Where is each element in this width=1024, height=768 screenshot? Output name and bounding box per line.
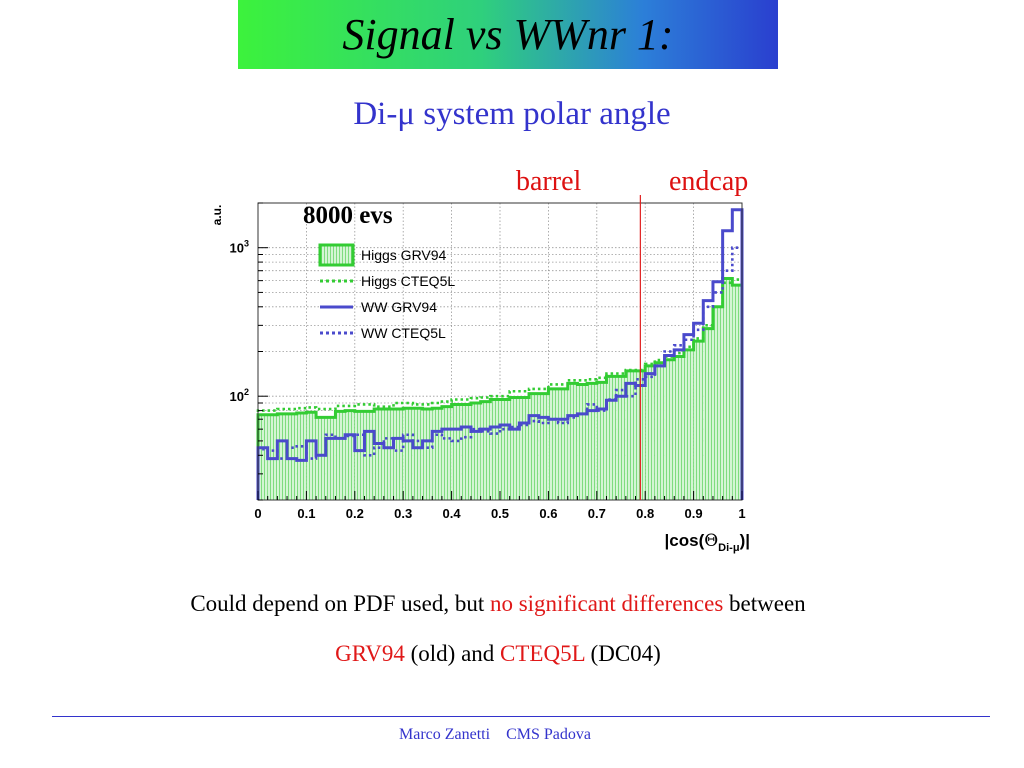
series-higgs-grv94-bin [325, 417, 336, 500]
caption-highlight: no significant differences [489, 591, 724, 616]
series-higgs-grv94-bin [645, 365, 655, 500]
series-higgs-grv94-bin [335, 411, 346, 500]
series-higgs-grv94-bin [548, 388, 559, 500]
series-higgs-grv94-bin [558, 388, 568, 500]
series-higgs-grv94-bin [451, 404, 462, 500]
series-higgs-grv94-bin [606, 376, 617, 500]
legend-ww-grv94-label: WW GRV94 [361, 299, 437, 315]
series-higgs-grv94-bin [674, 356, 684, 500]
x-tick-label: 0.3 [394, 506, 412, 521]
footer-author: Marco Zanetti [399, 726, 491, 743]
series-higgs-grv94-bin [538, 393, 549, 500]
annotation-evs: 8000 evs [303, 202, 393, 229]
x-tick-label: 0.7 [588, 506, 606, 521]
series-higgs-grv94-bin [403, 408, 413, 500]
series-higgs-grv94-bin [703, 328, 713, 500]
series-higgs-grv94-bin [422, 409, 433, 500]
legend-higgs-grv94-swatch [318, 243, 355, 267]
series-higgs-grv94-bin [722, 278, 733, 500]
series-higgs-grv94-bin [693, 341, 704, 500]
series-higgs-grv94-bin [732, 285, 742, 500]
series-higgs-grv94-bin [490, 399, 500, 500]
series-higgs-grv94-bin [712, 306, 723, 500]
series-higgs-grv94-bin [393, 409, 404, 500]
y-axis-label: a.u. [210, 205, 224, 226]
series-higgs-grv94-bin [616, 376, 626, 500]
series-higgs-grv94-bin [306, 412, 317, 500]
x-tick-label: 0.9 [685, 506, 703, 521]
series-higgs-grv94-bin [567, 383, 578, 500]
barrel-label: barrel [516, 166, 582, 197]
series-higgs-grv94-outline [256, 277, 744, 500]
y-tick-label: 103 [230, 239, 249, 256]
y-tick-label: 102 [230, 387, 249, 404]
series-higgs-grv94-bin [258, 414, 268, 500]
caption-line-2: GRV94 (old) and CTEQ5L (DC04) [0, 641, 996, 667]
series-higgs-grv94-bin [625, 370, 636, 500]
x-tick-label: 0 [254, 506, 261, 521]
series-higgs-grv94-bin [470, 402, 481, 500]
caption-text-mid: (old) and [404, 641, 501, 666]
series-higgs-grv94-bin [683, 349, 694, 500]
x-axis-label: |cos(ΘDi-μ)| [665, 531, 750, 554]
series-higgs-grv94-bin [441, 406, 452, 500]
series-higgs-grv94-bin [480, 401, 491, 500]
series-higgs-grv94-bin [664, 359, 675, 500]
series-higgs-grv94-bin [577, 384, 588, 500]
caption-text-after: between [723, 591, 806, 616]
series-higgs-grv94-bin [412, 408, 423, 500]
series-higgs-grv94-bin [461, 404, 471, 500]
histogram-chart: 0 0.1 0.2 0.3 0.4 0.5 0.6 0.7 0.8 0.9 1 102 103 a.u. |… [210, 195, 750, 554]
series-higgs-grv94-bin [432, 408, 442, 500]
endcap-label: endcap [669, 166, 749, 197]
series-higgs-grv94-bin [354, 411, 365, 500]
caption-text-before: Could depend on PDF used, but [190, 591, 490, 616]
series-higgs-grv94-bin [277, 413, 288, 500]
series-ww-cteq5l-line [256, 246, 744, 500]
caption-line-1: Could depend on PDF used, but no signifi… [0, 591, 996, 617]
slide-title: Signal vs WWnr 1: [342, 9, 674, 59]
series-higgs-grv94-bin [500, 399, 510, 500]
caption-cteq5l: CTEQ5L [500, 641, 585, 666]
footer: Marco Zanetti CMS Padova [0, 726, 990, 744]
footer-affiliation: CMS Padova [506, 726, 591, 743]
legend-higgs-cteq5l-label: Higgs CTEQ5L [361, 273, 455, 289]
caption-grv94: GRV94 [335, 641, 405, 666]
title-banner: Signal vs WWnr 1: [238, 0, 778, 69]
series-higgs-grv94-bin [529, 393, 539, 500]
slide-subtitle: Di-μ system polar angle [353, 96, 671, 132]
x-tick-label: 0.4 [443, 506, 462, 521]
series-higgs-grv94-bin [519, 397, 530, 500]
series-higgs-grv94-bin [316, 417, 326, 500]
series-higgs-grv94-bin [287, 413, 297, 500]
x-tick-label: 0.8 [636, 506, 654, 521]
x-tick-label: 0.6 [539, 506, 557, 521]
series-higgs-grv94-bin [587, 383, 597, 500]
series-higgs-grv94-bin [654, 362, 665, 500]
series-higgs-grv94-bin [345, 410, 355, 500]
footer-divider [52, 716, 990, 717]
legend-ww-cteq5l-label: WW CTEQ5L [361, 325, 446, 341]
series-higgs-grv94-bin [509, 397, 520, 500]
x-tick-label: 0.2 [346, 506, 364, 521]
series-higgs-grv94-bin [596, 382, 607, 500]
x-tick-label: 0.5 [491, 506, 509, 521]
series-higgs-grv94-bin [374, 409, 384, 500]
legend-higgs-grv94-label: Higgs GRV94 [361, 247, 447, 263]
x-tick-label: 1 [738, 506, 745, 521]
caption-text-end: (DC04) [584, 641, 661, 666]
x-tick-label: 0.1 [297, 506, 315, 521]
series-higgs-grv94-bin [383, 409, 394, 500]
series-higgs-grv94-bin [296, 413, 307, 500]
